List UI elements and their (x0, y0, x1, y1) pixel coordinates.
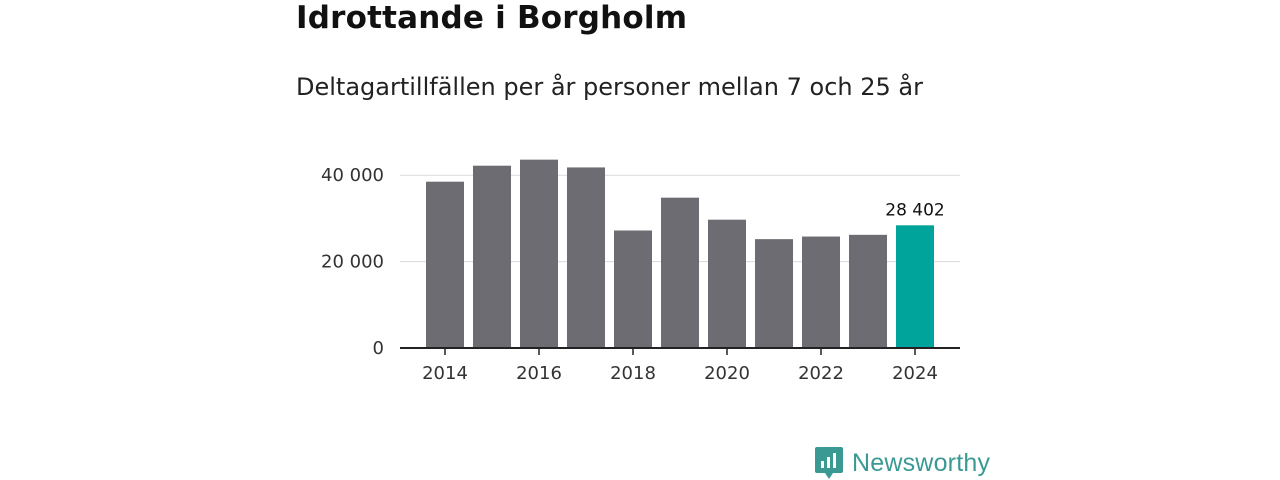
bar-2019 (661, 197, 699, 348)
bar-2014 (426, 181, 464, 348)
bar-2016 (520, 159, 558, 348)
x-tick-label: 2014 (422, 363, 468, 384)
bar-2024 (896, 225, 934, 348)
newsworthy-logo: Newsworthy (814, 446, 990, 480)
bar-2022 (802, 236, 840, 348)
logo-text: Newsworthy (852, 448, 991, 477)
x-tick-label: 2024 (892, 363, 938, 384)
y-tick-label: 0 (373, 338, 384, 359)
bar-2018 (614, 230, 652, 348)
y-tick-label: 40 000 (321, 165, 384, 186)
bar-chart-bubble-icon (815, 447, 843, 479)
bar-2023 (849, 234, 887, 348)
x-tick-label: 2016 (516, 363, 562, 384)
value-label: 28 402 (885, 200, 944, 220)
x-tick-label: 2020 (704, 363, 750, 384)
bar-2017 (567, 167, 605, 348)
x-tick-label: 2022 (798, 363, 844, 384)
bar-2015 (473, 165, 511, 348)
chart-title: Idrottande i Borgholm (296, 0, 688, 36)
y-tick-label: 20 000 (321, 252, 384, 273)
chart-subtitle: Deltagartillfällen per år personer mella… (296, 73, 923, 101)
bar-2020 (708, 219, 746, 348)
x-tick-label: 2018 (610, 363, 656, 384)
bar-2021 (755, 239, 793, 348)
